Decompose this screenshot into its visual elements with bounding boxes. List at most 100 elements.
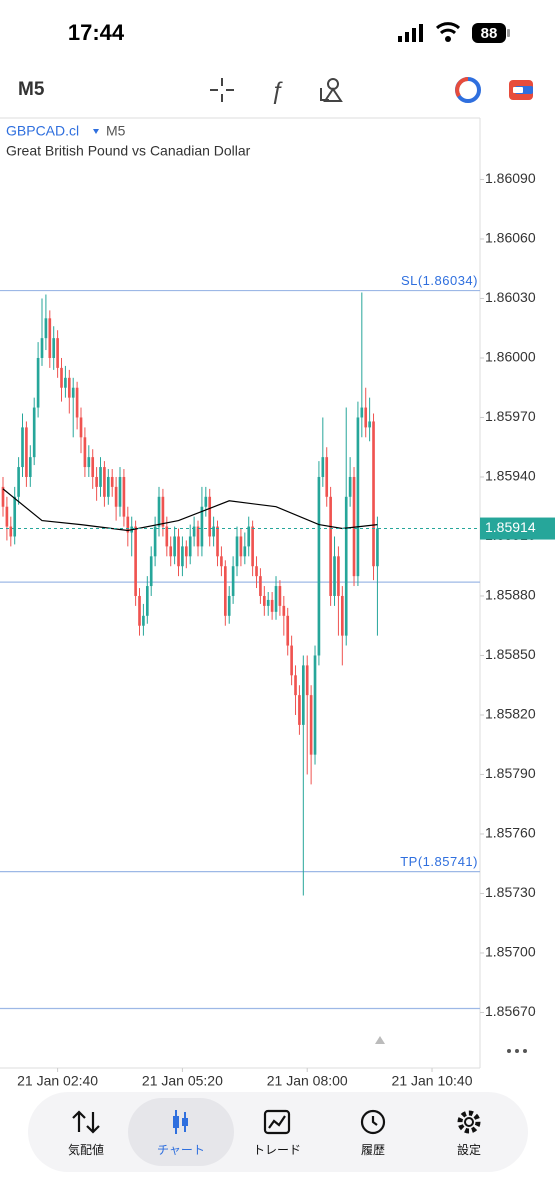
tab-label[interactable]: 設定 — [457, 1142, 481, 1157]
battery-level: 88 — [481, 25, 498, 42]
candle-body — [165, 526, 169, 547]
candle-body — [305, 665, 309, 696]
account-icon[interactable] — [509, 80, 533, 100]
candle-body — [126, 516, 130, 533]
tab-label[interactable]: 履歴 — [361, 1143, 385, 1157]
order-level-label: TP(1.85741) — [400, 854, 478, 869]
candle-body — [294, 675, 297, 696]
candle-body — [32, 407, 36, 458]
candle-body — [255, 566, 258, 577]
tab-label[interactable]: トレード — [253, 1143, 301, 1157]
candle-body — [36, 357, 40, 408]
timeframe-button[interactable]: M5 — [18, 79, 45, 100]
candle-body — [142, 615, 145, 626]
candle-body — [75, 387, 79, 418]
candle-body — [200, 506, 204, 547]
candle-body — [333, 556, 336, 596]
y-tick-label: 1.86090 — [485, 170, 536, 186]
candle-body — [372, 421, 375, 567]
candle-body — [17, 467, 20, 497]
last-price-label: 1.85914 — [485, 519, 536, 535]
candle-body — [282, 605, 286, 616]
quotes-icon[interactable] — [72, 1110, 100, 1134]
chart-icon-body[interactable] — [182, 1118, 188, 1126]
tab-label[interactable]: 気配値 — [68, 1142, 104, 1157]
objects-icon[interactable] — [320, 78, 343, 102]
candle-body — [321, 457, 325, 477]
candle-body — [220, 556, 223, 567]
candle-body — [348, 476, 352, 497]
candle-body — [262, 595, 266, 606]
trade-tab-line[interactable] — [268, 1115, 286, 1129]
more-button[interactable] — [507, 1049, 527, 1053]
candle-body — [301, 665, 305, 725]
battery — [472, 23, 506, 43]
candle-body — [28, 457, 32, 477]
crosshair-icon[interactable] — [210, 78, 234, 102]
symbol[interactable]: GBPCAD.cl — [6, 123, 79, 139]
candle-body — [235, 536, 239, 567]
candle-body — [134, 526, 137, 596]
candle-body — [325, 457, 329, 497]
candle-body — [290, 645, 293, 676]
candle-body — [376, 528, 379, 567]
candle-body — [149, 556, 153, 587]
candle-body — [169, 546, 173, 557]
order-level-label: SL(1.86034) — [401, 273, 478, 288]
candle-body — [247, 526, 251, 547]
candle-body — [352, 476, 356, 577]
y-tick-label: 1.86030 — [485, 289, 536, 305]
settings-center[interactable] — [464, 1117, 474, 1127]
candle-body — [40, 338, 44, 358]
x-tick-label: 21 Jan 08:00 — [267, 1073, 348, 1089]
moving-average — [2, 488, 378, 532]
candle-body — [114, 486, 118, 507]
active-tab-highlight — [128, 1098, 234, 1166]
candle-body — [216, 526, 219, 557]
candle-body — [188, 536, 192, 557]
candle-body — [25, 427, 28, 477]
candle-body — [21, 427, 24, 468]
candle-body — [274, 586, 278, 612]
trade-icon[interactable] — [455, 77, 481, 103]
scroll-marker[interactable] — [375, 1036, 385, 1044]
x-tick-label: 21 Jan 02:40 — [17, 1073, 98, 1089]
indicator-icon[interactable]: ƒ — [270, 77, 283, 104]
candle-body — [161, 496, 165, 527]
trade-tab-icon[interactable] — [263, 1109, 291, 1135]
chart-icon-body[interactable] — [173, 1116, 179, 1128]
y-tick-label: 1.85880 — [485, 587, 536, 603]
candle-body — [317, 476, 321, 656]
candle-body — [118, 476, 122, 507]
candle-body — [87, 457, 91, 468]
candle-body — [360, 407, 364, 418]
tab-label[interactable]: チャート — [157, 1143, 205, 1157]
candle-body — [192, 526, 196, 537]
candle-body — [231, 566, 235, 596]
history-icon[interactable] — [360, 1109, 386, 1135]
candle-body — [364, 407, 368, 428]
candle-body — [173, 536, 176, 557]
candle-body — [52, 338, 56, 358]
candle-body — [368, 421, 371, 428]
history-hands[interactable] — [371, 1116, 378, 1126]
symbol-dropdown[interactable] — [93, 129, 99, 134]
candle-body — [9, 526, 13, 537]
settings-icon[interactable] — [457, 1110, 481, 1134]
candle-body — [243, 546, 247, 557]
candle-body — [5, 506, 9, 527]
candle-body — [270, 599, 274, 612]
candle-body — [223, 566, 227, 616]
y-tick-label: 1.85970 — [485, 408, 536, 424]
candle-body — [337, 556, 340, 596]
candle-body — [157, 496, 161, 527]
candle-body — [145, 586, 149, 616]
y-tick-label: 1.85760 — [485, 825, 536, 841]
candle-body — [153, 526, 157, 557]
y-tick-label: 1.85730 — [485, 884, 536, 900]
y-tick-label: 1.85820 — [485, 706, 536, 722]
status-time: 17:44 — [68, 20, 125, 45]
candle-body — [212, 526, 215, 537]
x-tick-label: 21 Jan 05:20 — [142, 1073, 223, 1089]
candle-body — [259, 576, 262, 596]
